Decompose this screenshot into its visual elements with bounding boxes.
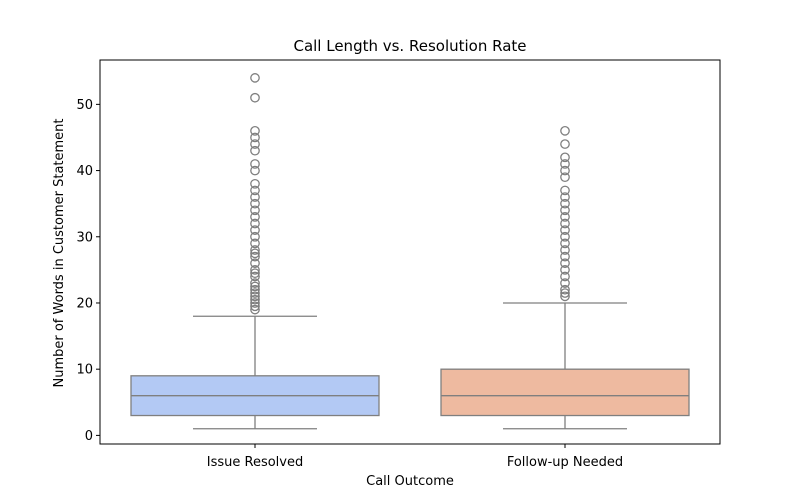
outlier-point [250,139,260,149]
outlier-point [560,265,570,275]
y-axis: 0 10 20 30 40 50 [76,98,100,444]
outlier-point [250,265,260,275]
outlier-point [560,238,570,249]
plot-frame [99,59,721,445]
y-tick-label: 20 [76,296,93,311]
outlier-point [250,205,260,216]
y-tick-label: 10 [76,363,93,378]
outlier-point [560,125,570,136]
outlier-point [250,73,260,83]
outlier-point [250,281,260,292]
outlier-point [250,185,260,196]
y-tick-label: 40 [76,164,93,179]
outlier-point [250,225,260,236]
outlier-point [250,268,260,279]
outlier-point [250,294,260,305]
outlier-point [560,192,570,202]
outlier-point [250,291,260,302]
plot-area [130,73,690,430]
iqr-box [440,368,690,417]
outlier-point [560,258,570,269]
box-group [130,73,380,430]
outlier-point [250,125,260,136]
outlier-point [250,132,260,143]
y-tick-label: 0 [85,429,93,444]
outlier-point [250,231,260,242]
outlier-point [250,245,260,255]
outlier-point [560,185,570,196]
outlier-point [250,238,260,249]
outlier-point [560,225,570,236]
outlier-point [560,271,570,282]
outlier-point [560,165,570,176]
outlier-point [250,165,260,176]
outlier-point [560,218,570,229]
outlier-point [560,291,570,302]
x-tick-label: Follow-up Needed [507,455,623,470]
outlier-point [560,245,570,255]
y-tick-label: 30 [76,230,93,245]
outlier-point [560,288,570,298]
outlier-point [560,159,570,169]
outlier-point [250,304,260,315]
box-group [440,125,690,430]
y-tick-label: 50 [76,98,93,113]
outlier-point [560,198,570,209]
outlier-point [250,145,260,156]
outlier-point [250,251,260,262]
outlier-point [250,212,260,222]
x-axis-label: Call Outcome [366,474,454,489]
outlier-point [250,301,260,312]
outlier-point [250,278,260,288]
outlier-point [250,198,260,209]
outlier-point [560,172,570,183]
outlier-point [560,251,570,262]
outlier-point [560,284,570,295]
outlier-point [560,278,570,288]
outlier-point [250,159,260,169]
outlier-point [560,139,570,149]
outlier-point [250,92,260,103]
outlier-point [250,298,260,308]
x-tick-label: Issue Resolved [207,455,303,470]
outlier-point [560,152,570,163]
outlier-point [250,284,260,295]
outlier-point [250,192,260,202]
outlier-point [250,271,260,282]
chart-title: Call Length vs. Resolution Rate [293,37,526,55]
outlier-point [560,205,570,216]
outlier-point [250,178,260,189]
y-axis-label: Number of Words in Customer Statement [52,118,67,387]
outlier-point [250,258,260,269]
outlier-point [560,212,570,222]
outlier-point [250,248,260,259]
outlier-point [560,231,570,242]
outlier-point [250,218,260,229]
outlier-point [250,288,260,298]
x-axis: Issue Resolved Follow-up Needed [207,444,623,470]
